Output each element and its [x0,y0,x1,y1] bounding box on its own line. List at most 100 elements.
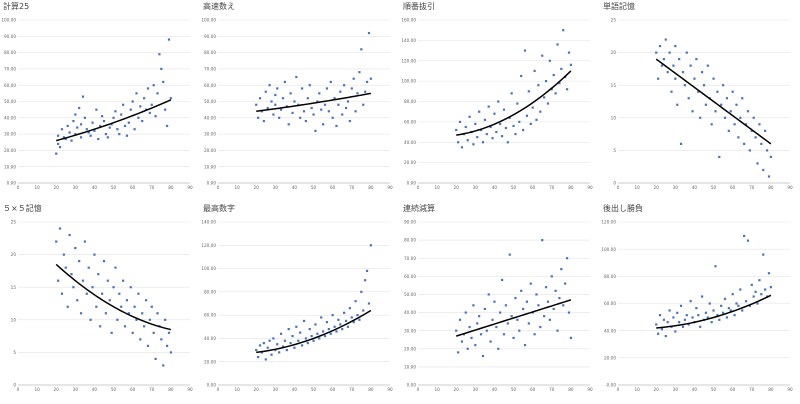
data-point [700,71,704,74]
data-point [106,136,109,139]
data-point [135,318,138,321]
data-point [354,300,357,303]
x-tick-label: 20 [54,185,60,190]
y-tick-label: 0.00 [207,181,217,186]
data-point [100,292,104,295]
x-tick-label: 30 [673,387,679,392]
y-tick-label: 100.00 [1,18,16,23]
data-point [64,266,67,269]
y-tick-label: 10.00 [404,364,416,369]
data-point [668,51,671,54]
data-point [676,311,679,314]
y-tick-label: 20.00 [604,355,616,360]
data-point [510,92,513,95]
data-point [499,122,502,126]
y-tick-label: 40.00 [604,328,616,333]
data-point [257,355,260,359]
data-point [723,297,727,300]
data-point [325,321,329,324]
x-tick-label: 90 [787,387,793,392]
data-point [479,333,483,336]
data-point [744,123,748,126]
data-point [87,266,90,269]
y-tick-label: 100.00 [201,266,216,271]
data-point [743,234,746,238]
data-point [537,84,540,87]
data-point [685,314,688,317]
data-point [560,67,563,70]
data-point [79,312,83,315]
x-tick-label: 80 [168,387,174,392]
data-point [139,105,142,108]
data-point [85,128,88,131]
data-point [493,300,496,303]
data-point [312,113,315,116]
data-point [655,51,658,54]
y-tick-label: 50.00 [404,292,416,297]
y-tick-label: 160.00 [401,18,416,23]
data-point [739,288,742,291]
y-tick-label: 0 [13,383,16,388]
x-tick-label: 10 [434,185,440,190]
data-point [116,318,119,321]
data-point [674,77,677,80]
data-point [279,108,283,111]
data-point [764,288,767,291]
data-point [169,351,172,354]
data-point [752,295,755,298]
data-point [504,126,508,130]
data-point [706,316,709,319]
data-point [514,296,517,300]
data-point [299,116,302,119]
data-point [156,92,159,95]
x-tick-label: 40 [92,387,98,392]
data-point [104,133,108,136]
data-point [164,108,167,111]
data-point [470,336,473,340]
data-point [704,103,708,106]
data-point [79,123,83,126]
data-point [104,312,108,315]
y-tick-label: 100.00 [401,79,416,84]
chart-panel: 連続減算 0.00 10.00 20.00 30.00 40.00 50.00 60.00 70… [400,202,600,404]
data-point [348,119,351,123]
data-point [89,318,92,321]
data-point [468,115,471,118]
data-point [539,325,542,329]
data-point [91,121,94,124]
data-point [457,141,460,144]
data-point [74,113,77,116]
data-point [150,305,153,308]
data-point [699,116,702,119]
data-point [329,332,332,335]
data-point [764,129,767,132]
data-point [369,244,372,247]
data-point [527,90,530,93]
chart-title: 順番抜引 [403,2,435,11]
data-point [500,278,504,282]
data-point [529,122,532,126]
data-point [765,149,769,152]
data-point [679,142,683,145]
y-tick-label: 90.00 [404,220,416,225]
data-point [657,332,660,335]
data-point [548,59,551,62]
x-tick-label: 40 [492,387,498,392]
data-point [93,253,96,256]
data-point [276,87,279,90]
x-tick-label: 40 [92,185,98,190]
y-tick-label: 50.00 [4,99,16,104]
data-point [329,80,332,84]
y-tick-label: 40.00 [204,336,216,341]
data-point [527,322,530,325]
y-tick-label: 40.00 [404,140,416,145]
data-point [325,87,329,90]
data-point [169,97,172,100]
data-point [556,329,559,332]
data-point [681,325,685,328]
x-tick-label: 0 [217,185,220,190]
trendline [455,299,572,337]
x-tick-label: 20 [254,185,260,190]
data-point [331,116,334,119]
data-point [58,227,62,230]
